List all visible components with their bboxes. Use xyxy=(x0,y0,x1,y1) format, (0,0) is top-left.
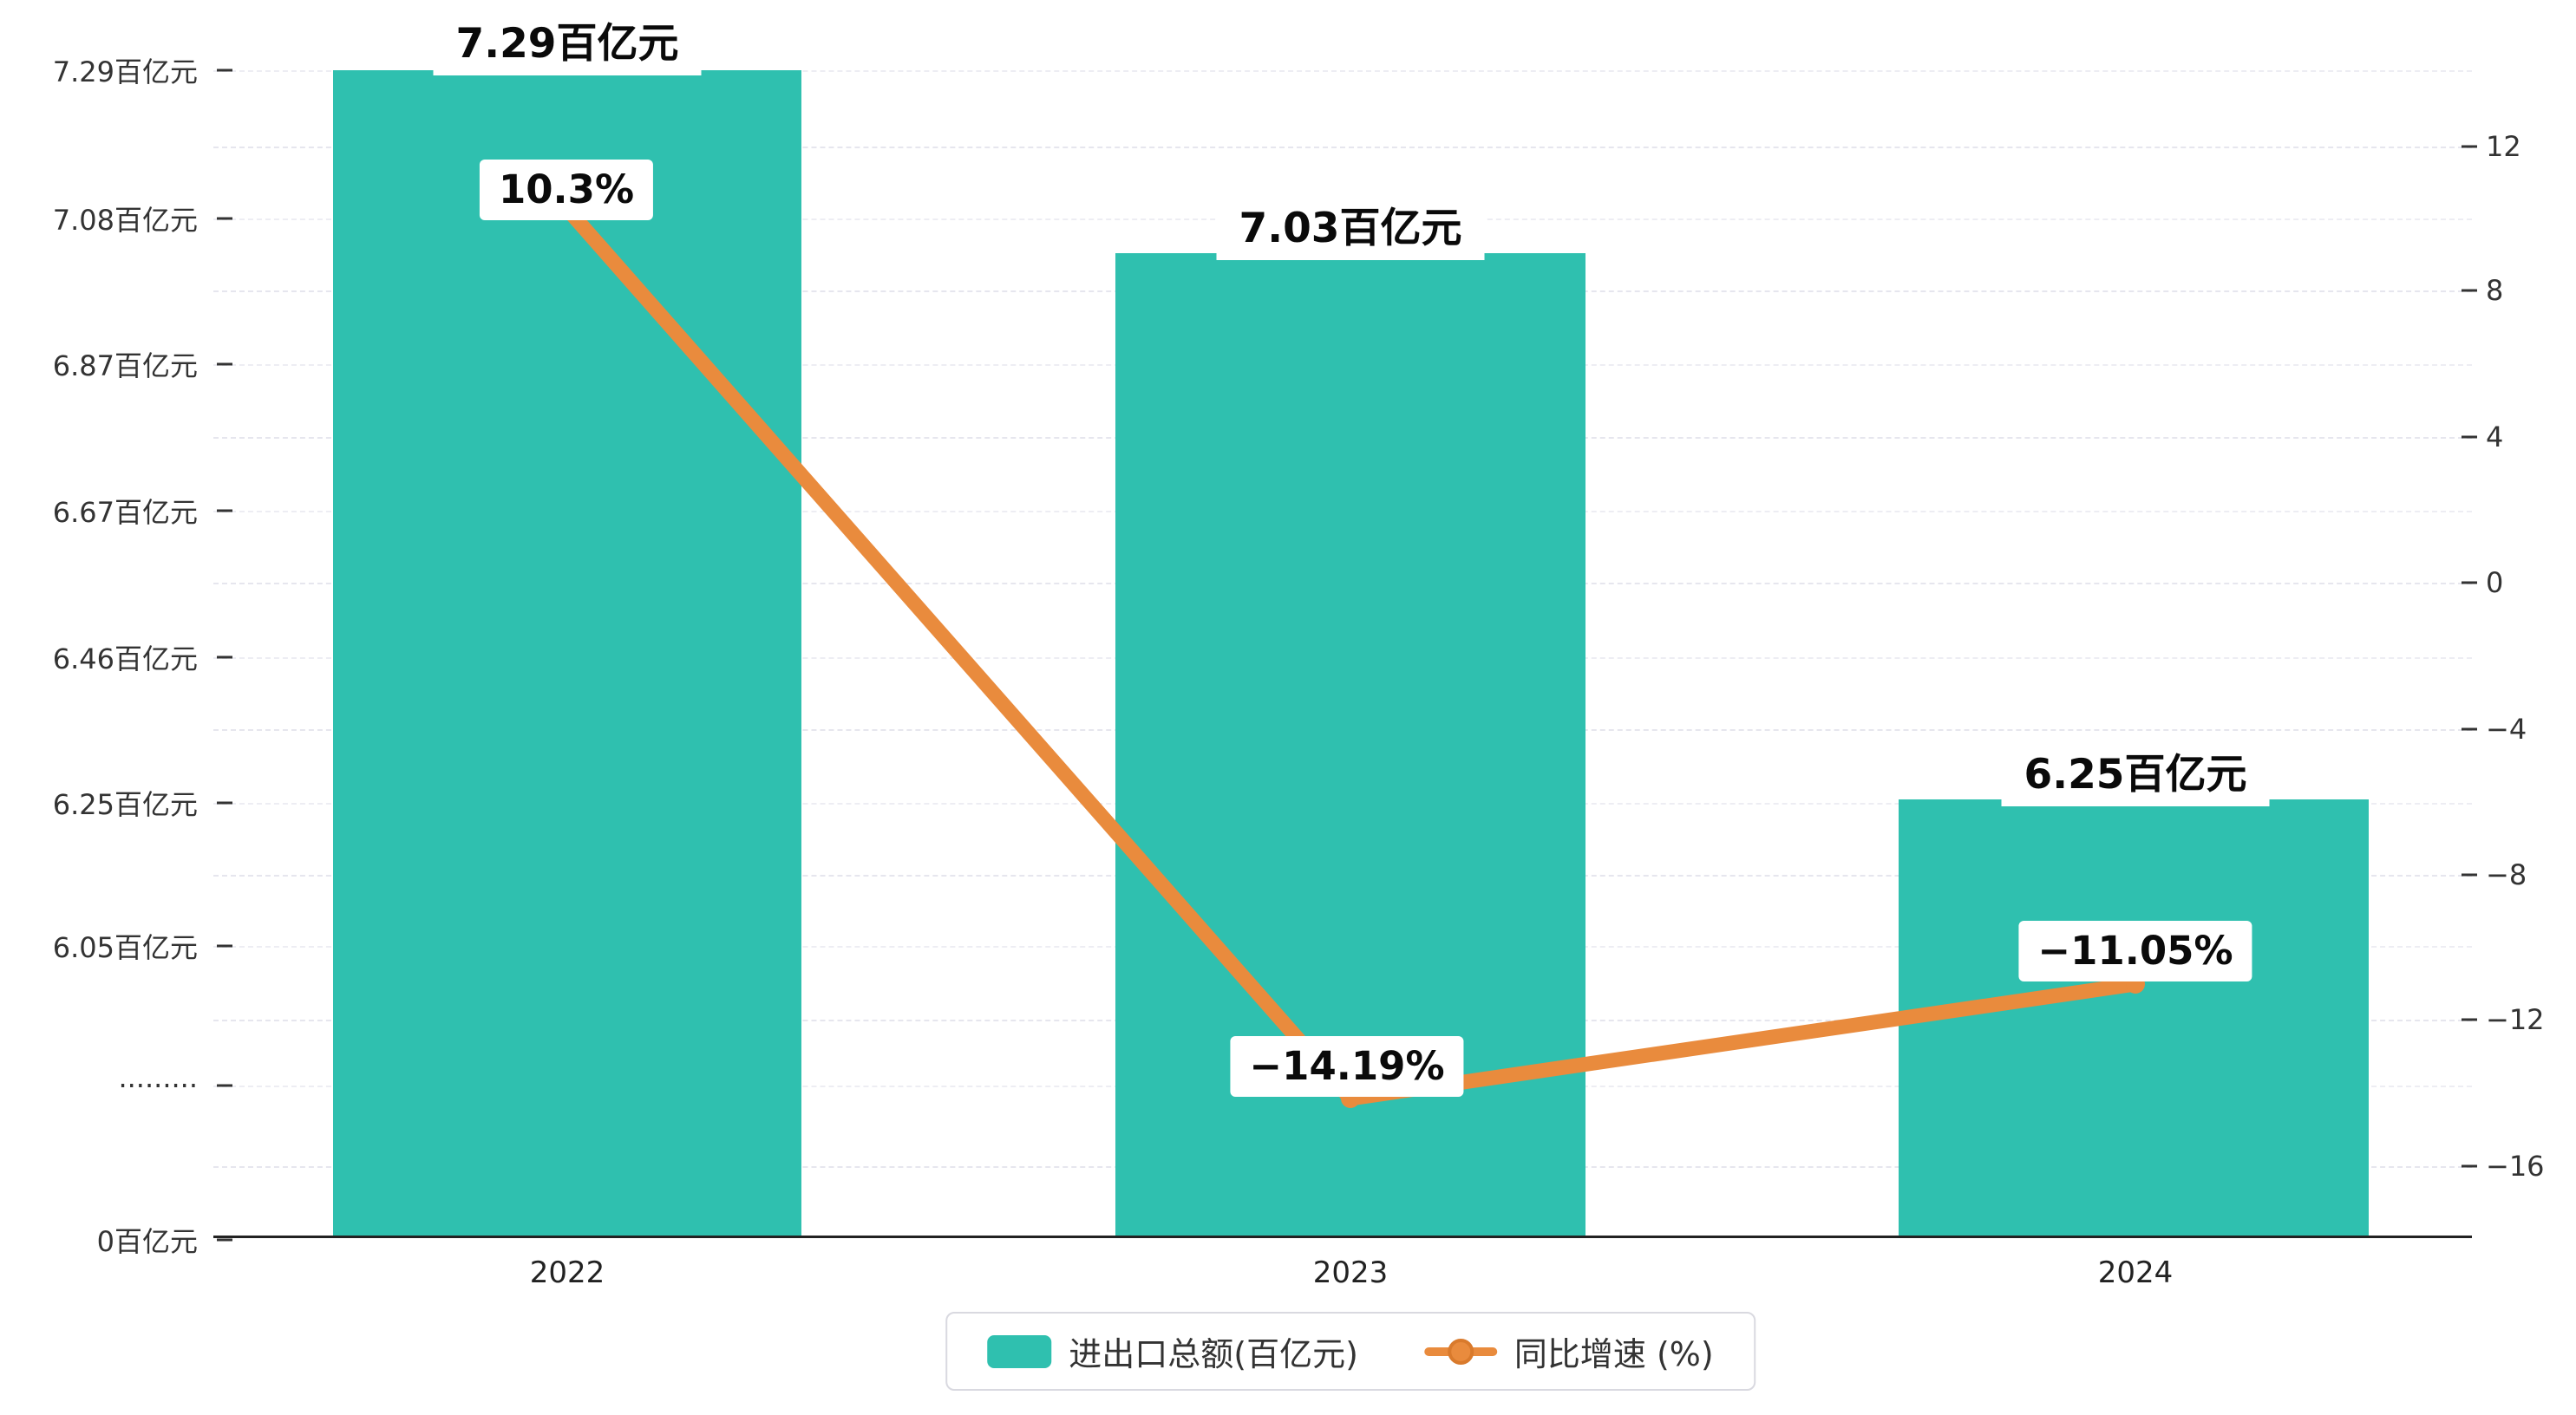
tick-mark xyxy=(2462,435,2477,439)
gridline xyxy=(213,147,2472,148)
y-right-tick-label: −12 xyxy=(2486,1003,2545,1036)
y-right-tick-label: 4 xyxy=(2486,421,2504,453)
legend-label-growth: 同比增速 (%) xyxy=(1514,1335,1714,1373)
y-left-tick-label: 6.05百亿元 xyxy=(52,931,198,964)
tick-mark xyxy=(2462,727,2477,731)
y-right-tick-label: −8 xyxy=(2486,858,2527,891)
tick-mark xyxy=(2462,873,2477,877)
tick-mark xyxy=(217,217,232,220)
bar-value-label-2024: 6.25百亿元 xyxy=(2001,744,2270,807)
y-right-tick-label: −4 xyxy=(2486,713,2527,746)
line-value-label-2022: 10.3% xyxy=(479,160,654,220)
y-left-tick-label: 6.25百亿元 xyxy=(52,788,198,821)
tick-mark xyxy=(217,655,232,659)
y-left-tick-label: 0百亿元 xyxy=(96,1225,198,1258)
tick-mark xyxy=(217,1238,232,1242)
tick-mark xyxy=(2462,1018,2477,1021)
y-left-tick-label: 7.29百亿元 xyxy=(52,55,198,88)
growth-line[interactable] xyxy=(559,201,2143,1106)
tick-mark xyxy=(2462,289,2477,292)
tick-mark xyxy=(2462,1164,2477,1168)
legend-item-growth[interactable]: 同比增速 (%) xyxy=(1423,1327,1714,1375)
y-left-tick-label: 6.67百亿元 xyxy=(52,496,198,529)
tick-mark xyxy=(2462,581,2477,584)
line-value-label-2024: −11.05% xyxy=(2018,921,2252,981)
y-right-tick-label: −16 xyxy=(2486,1150,2545,1183)
x-tick-label-2023: 2023 xyxy=(1312,1255,1389,1290)
tick-mark xyxy=(217,68,232,72)
line-series-marker xyxy=(1423,1335,1497,1368)
bar-value-label-2023: 7.03百亿元 xyxy=(1216,198,1485,261)
tick-mark xyxy=(217,944,232,948)
y-left-axis-break-label: ········· xyxy=(118,1069,198,1102)
gridline xyxy=(213,70,2472,72)
bar-2022[interactable] xyxy=(333,70,801,1236)
tick-mark xyxy=(217,362,232,366)
line-marker-dot xyxy=(1447,1338,1474,1365)
y-left-tick-label: 7.08百亿元 xyxy=(52,204,198,237)
legend: 进出口总额(百亿元) 同比增速 (%) xyxy=(945,1312,1755,1391)
tick-mark xyxy=(2462,145,2477,148)
bar-series-swatch xyxy=(987,1334,1052,1368)
line-value-label-2023: −14.19% xyxy=(1230,1036,1464,1097)
x-tick-label-2024: 2024 xyxy=(2097,1255,2174,1290)
tick-mark xyxy=(217,509,232,512)
bar-value-label-2022: 7.29百亿元 xyxy=(433,13,702,76)
y-right-tick-label: 0 xyxy=(2486,566,2504,599)
y-left-tick-label: 6.87百亿元 xyxy=(52,349,198,382)
y-right-tick-label: 8 xyxy=(2486,274,2504,307)
legend-item-total[interactable]: 进出口总额(百亿元) xyxy=(987,1327,1358,1375)
legend-label-total: 进出口总额(百亿元) xyxy=(1069,1335,1358,1373)
x-tick-label-2022: 2022 xyxy=(529,1255,605,1290)
y-right-tick-label: 12 xyxy=(2486,130,2521,163)
x-axis-line xyxy=(213,1236,2472,1238)
y-left-tick-label: 6.46百亿元 xyxy=(52,642,198,675)
tick-mark xyxy=(217,801,232,805)
bar-2024[interactable] xyxy=(1899,799,2369,1236)
tick-mark xyxy=(217,1084,232,1087)
